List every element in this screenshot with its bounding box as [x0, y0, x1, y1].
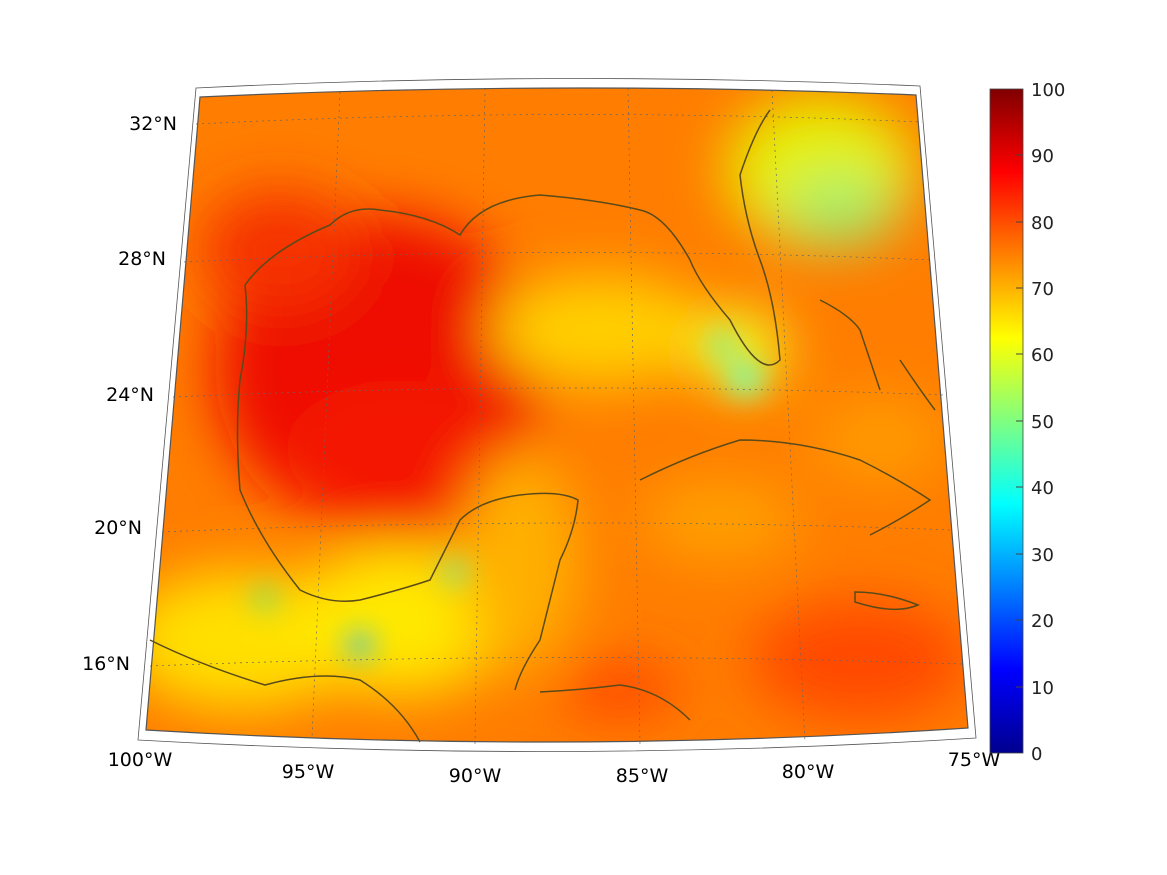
map-frame: [145, 87, 969, 743]
colorbar-label-20: 20: [1031, 611, 1054, 632]
colorbar: 100 90 80 70 60 50 40 30 20 10 0: [989, 80, 1065, 765]
lon-label-95w: 95°W: [282, 761, 335, 783]
lon-label-75w: 75°W: [948, 749, 1001, 771]
colorbar-label-70: 70: [1031, 279, 1054, 300]
coastlines: [149, 109, 936, 743]
lat-labels: 32°N 28°N 24°N 20°N 16°N: [82, 113, 177, 675]
map-frame-outer: [137, 78, 977, 752]
lon-label-80w: 80°W: [782, 761, 835, 783]
colorbar-label-0: 0: [1031, 744, 1042, 765]
colorbar-label-10: 10: [1031, 678, 1054, 699]
colorbar-label-60: 60: [1031, 345, 1054, 366]
colorbar-label-30: 30: [1031, 545, 1054, 566]
colorbar-label-100: 100: [1031, 80, 1065, 101]
lat-label-20: 20°N: [94, 517, 142, 539]
colorbar-label-50: 50: [1031, 412, 1054, 433]
lat-label-24: 24°N: [106, 384, 154, 406]
colorbar-label-90: 90: [1031, 146, 1054, 167]
lon-label-90w: 90°W: [449, 765, 502, 787]
colorbar-label-40: 40: [1031, 478, 1054, 499]
colorbar-ticks: [1016, 154, 1023, 688]
lat-label-32: 32°N: [129, 113, 177, 135]
colorbar-label-80: 80: [1031, 213, 1054, 234]
lat-label-16: 16°N: [82, 653, 130, 675]
lon-label-85w: 85°W: [616, 765, 669, 787]
lon-label-100w: 100°W: [108, 749, 173, 771]
lat-label-28: 28°N: [118, 248, 166, 270]
graticule: [149, 87, 963, 746]
lon-labels: 100°W 95°W 90°W 85°W 80°W 75°W: [108, 749, 1001, 787]
heatmap-field: [146, 87, 968, 743]
